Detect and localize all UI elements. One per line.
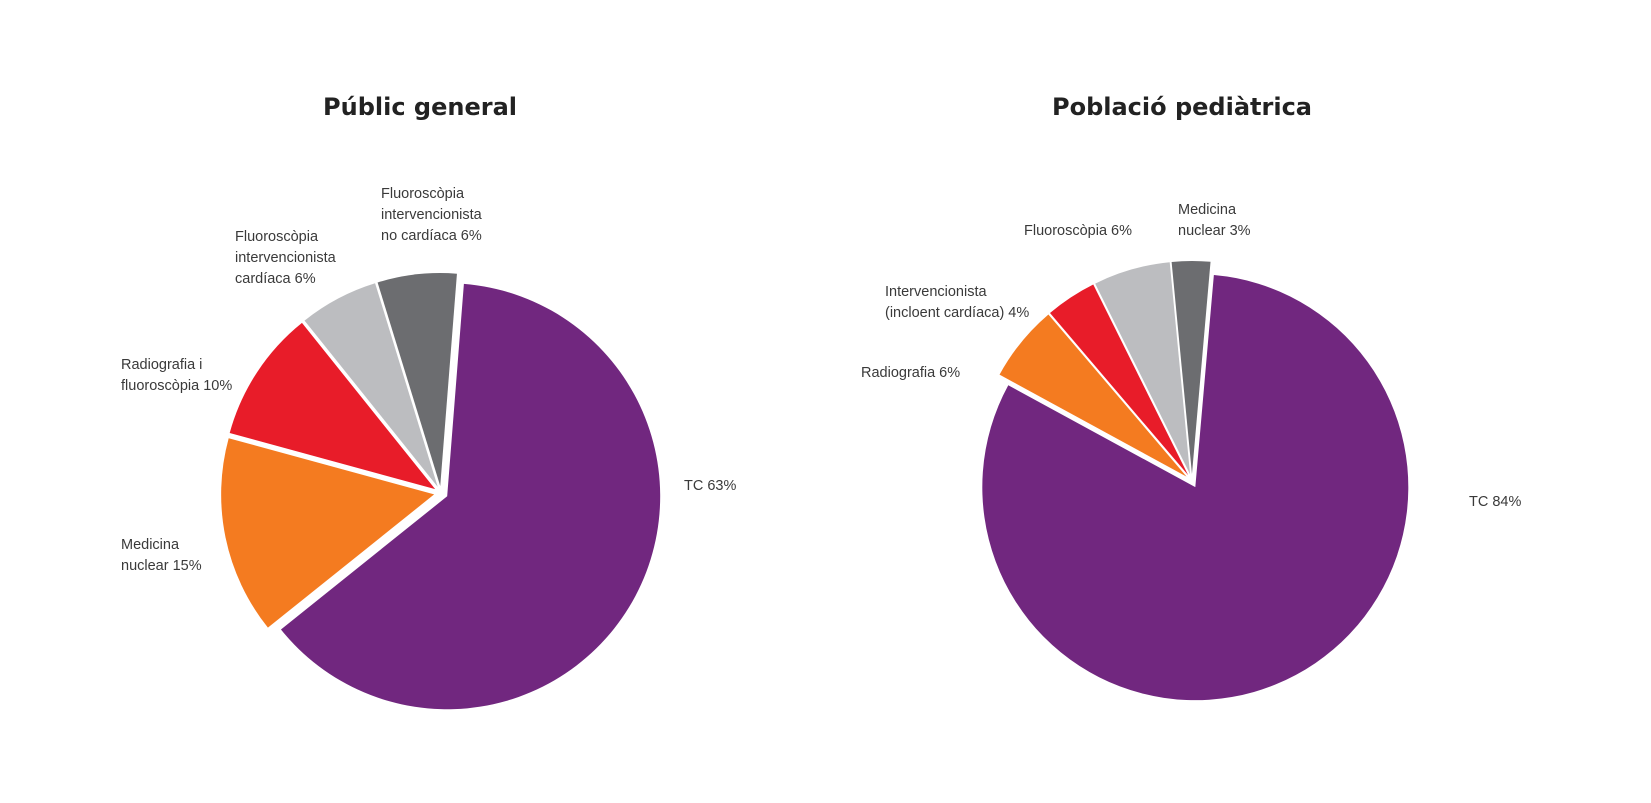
slice-label-fluoroscopia-cardiaca: Fluoroscòpia intervencionista cardíaca 6%	[235, 229, 337, 287]
pie-slices	[982, 261, 1409, 701]
chart-title: Població pediàtrica	[1052, 93, 1312, 121]
pie-chart-poblacio-pediatrica: Població pediàtrica TC 84% Radiografia 6…	[861, 93, 1521, 701]
pie-slice-5	[377, 273, 457, 487]
pie-slice-2	[221, 438, 435, 628]
slice-label-fluoroscopia: Fluoroscòpia 6%	[1024, 223, 1132, 239]
slice-label-medicina-nuclear: Medicina nuclear 15%	[121, 537, 202, 574]
pie-slice-3	[1049, 284, 1189, 476]
pie-slice-1	[280, 283, 661, 710]
chart-title: Públic general	[323, 93, 517, 121]
slice-label-radiografia-fluoroscopia: Radiografia i fluoroscòpia 10%	[121, 357, 232, 394]
slice-label-radiografia: Radiografia 6%	[861, 365, 960, 381]
pie-slice-1	[982, 274, 1409, 701]
slice-label-fluoroscopia-no-cardiaca: Fluoroscòpia intervencionista no cardíaca …	[381, 186, 483, 244]
pie-slice-4	[304, 283, 438, 487]
slice-label-tc: TC 63%	[684, 478, 736, 494]
slice-label-tc: TC 84%	[1469, 494, 1521, 510]
pie-slice-2	[999, 314, 1187, 477]
slice-label-intervencionista: Intervencionista (incloent cardíaca) 4%	[885, 284, 1029, 321]
pie-chart-public-general: Públic general TC 63% Medicina nuclear 15…	[121, 93, 736, 710]
pie-slice-5	[1171, 261, 1211, 475]
pie-slice-3	[229, 322, 436, 490]
pie-slice-4	[1095, 262, 1191, 475]
slice-label-medicina-nuclear: Medicina nuclear 3%	[1178, 202, 1251, 239]
pie-slices	[221, 273, 661, 710]
